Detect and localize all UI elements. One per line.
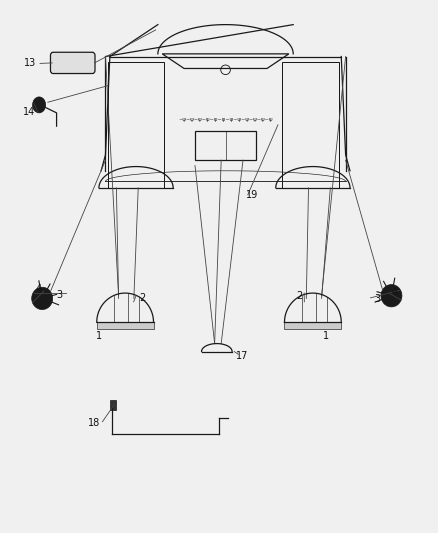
- Text: 2: 2: [297, 290, 303, 301]
- Bar: [108, 62, 164, 188]
- Text: 19: 19: [246, 190, 258, 200]
- Text: 3: 3: [374, 294, 380, 304]
- Bar: [110, 400, 116, 410]
- Bar: [97, 322, 153, 329]
- Ellipse shape: [32, 97, 46, 113]
- Text: 3: 3: [57, 289, 63, 300]
- Text: 2: 2: [139, 293, 146, 303]
- Text: 4: 4: [392, 287, 398, 297]
- FancyBboxPatch shape: [50, 52, 95, 74]
- Text: 14: 14: [23, 107, 35, 117]
- Text: ~ψ~ψ~ψ~ψ~ψ~ψ~ψ~ψ~ψ~ψ~ψ~ψ: ~ψ~ψ~ψ~ψ~ψ~ψ~ψ~ψ~ψ~ψ~ψ~ψ: [178, 117, 273, 122]
- Ellipse shape: [381, 285, 402, 307]
- Text: 1: 1: [323, 330, 329, 341]
- Bar: [195, 131, 256, 160]
- Text: 4: 4: [35, 285, 42, 294]
- Ellipse shape: [32, 287, 53, 310]
- Text: 17: 17: [237, 351, 249, 361]
- Text: 1: 1: [96, 330, 102, 341]
- Bar: [283, 62, 339, 188]
- Text: 18: 18: [88, 418, 101, 429]
- Text: 13: 13: [24, 59, 36, 68]
- Bar: [285, 322, 341, 329]
